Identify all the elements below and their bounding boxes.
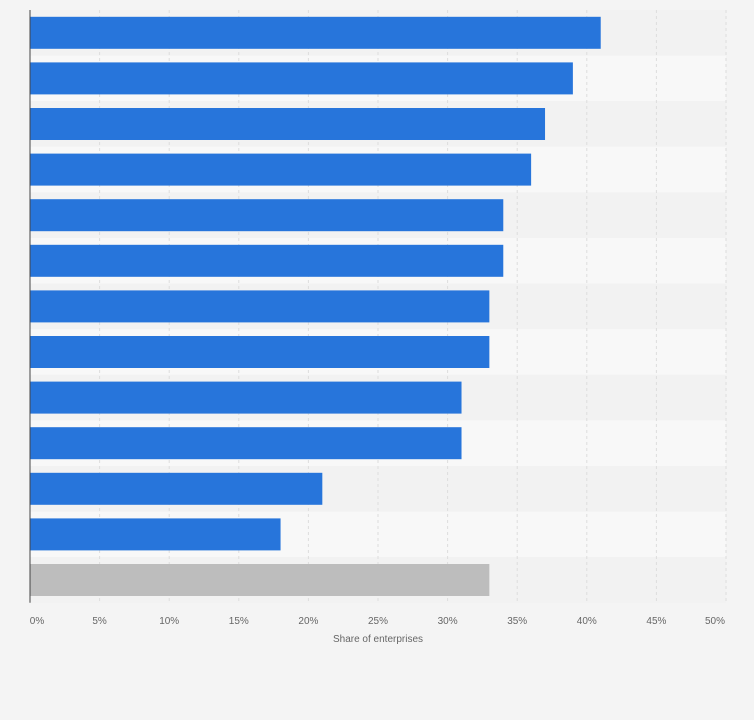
x-tick-label: 30% bbox=[438, 616, 458, 627]
bar[interactable] bbox=[30, 153, 532, 186]
x-tick-label: 25% bbox=[368, 616, 388, 627]
x-tick-label: 5% bbox=[92, 616, 107, 627]
x-tick-labels: 0% 5% 10% 15% 20% 25% 30% 35% 40% 45% 50% bbox=[30, 616, 725, 627]
x-tick-label: 10% bbox=[159, 616, 179, 627]
x-tick-label: 15% bbox=[229, 616, 249, 627]
x-axis-title: Share of enterprises bbox=[333, 634, 423, 645]
bars bbox=[30, 16, 601, 596]
x-tick-label: 40% bbox=[577, 616, 597, 627]
x-tick-label: 45% bbox=[646, 616, 666, 627]
x-tick-label: 50% bbox=[705, 616, 725, 627]
bar[interactable] bbox=[30, 336, 490, 368]
bar-highlight[interactable] bbox=[30, 564, 490, 596]
bar[interactable] bbox=[30, 108, 546, 140]
x-tick-label: 20% bbox=[298, 616, 318, 627]
bar[interactable] bbox=[30, 427, 462, 460]
x-tick-label: 35% bbox=[507, 616, 527, 627]
bar[interactable] bbox=[30, 199, 504, 232]
bar[interactable] bbox=[30, 16, 601, 49]
bar[interactable] bbox=[30, 290, 490, 323]
bar[interactable] bbox=[30, 62, 573, 95]
bar[interactable] bbox=[30, 518, 281, 551]
bar[interactable] bbox=[30, 472, 323, 505]
bar[interactable] bbox=[30, 381, 462, 414]
bar[interactable] bbox=[30, 244, 504, 277]
x-tick-label: 0% bbox=[30, 616, 45, 627]
